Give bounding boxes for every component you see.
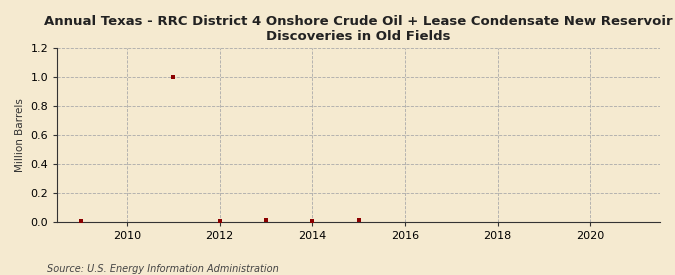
Title: Annual Texas - RRC District 4 Onshore Crude Oil + Lease Condensate New Reservoir: Annual Texas - RRC District 4 Onshore Cr… (45, 15, 673, 43)
Point (214, 219, 225, 224)
Point (353, 218, 364, 222)
Point (307, 219, 318, 223)
Point (261, 218, 271, 222)
Point (75, 219, 86, 224)
Y-axis label: Million Barrels: Million Barrels (15, 98, 25, 172)
Point (168, 75, 179, 79)
Text: Source: U.S. Energy Information Administration: Source: U.S. Energy Information Administ… (47, 264, 279, 274)
